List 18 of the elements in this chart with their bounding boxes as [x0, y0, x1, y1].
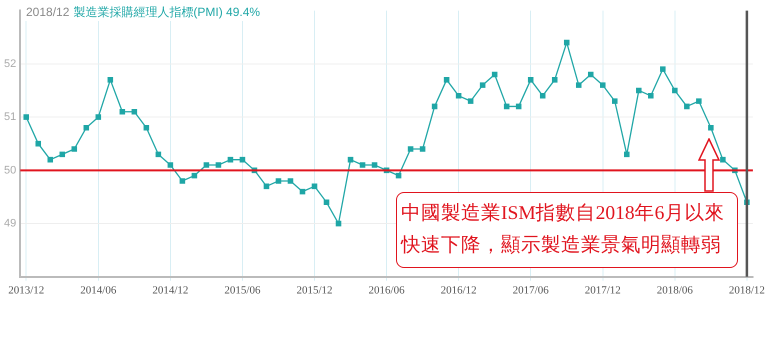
y-tick-label: 49 — [4, 218, 16, 230]
x-tick-label: 2016/06 — [368, 284, 406, 296]
x-tick-label: 2017/12 — [584, 284, 621, 296]
x-tick-label: 2018/12 — [728, 284, 765, 296]
y-tick-label: 50 — [4, 164, 16, 176]
x-tick-label: 2015/12 — [296, 284, 333, 296]
annotation: 中國製造業ISM指數自2018年6月以來快速下降，顯示製造業景氣明顯轉弱 — [396, 192, 738, 268]
x-tick-label: 2014/12 — [152, 284, 188, 296]
x-tick-label: 2015/06 — [224, 284, 261, 296]
x-tick-label: 2018/06 — [656, 284, 694, 296]
x-tick-label: 2016/12 — [440, 284, 477, 296]
chart-subtitle: 製造業採購經理人指標(PMI) 49.4% — [73, 5, 260, 19]
x-tick-label: 2017/06 — [512, 284, 550, 296]
x-tick-label: 2013/12 — [8, 284, 44, 296]
chart-title: 2018/12 — [26, 5, 70, 19]
y-tick-label: 51 — [4, 111, 16, 124]
y-tick-label: 52 — [4, 58, 16, 70]
x-tick-label: 2014/06 — [80, 284, 117, 296]
